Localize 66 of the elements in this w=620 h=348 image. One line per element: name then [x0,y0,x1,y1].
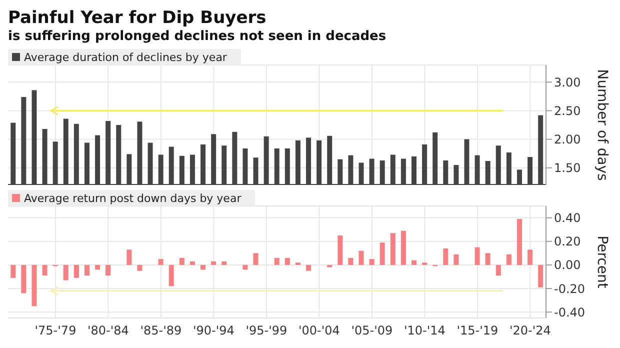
chart-subtitle: is suffering prolonged declines not seen in decades [8,28,388,45]
x-tick-label: '20-'24 [509,324,551,338]
bar [412,260,416,265]
bar [400,230,406,265]
bar [190,261,195,265]
bar [158,259,164,265]
x-tick-label: '15-'19 [456,324,498,338]
y-tick-label: 3.00 [554,75,581,90]
y-axis-title: Number of days [594,69,610,181]
bar [474,247,480,265]
bar [485,253,490,265]
bar [306,264,312,271]
bar [516,218,522,265]
bar [74,264,79,278]
bar [137,264,142,271]
bar [222,261,227,265]
legend-label: Average duration of declines by year [24,51,227,64]
y-tick-label: -0.40 [554,305,586,320]
bar [179,258,184,265]
bar [390,233,396,265]
bar [21,264,26,294]
bar [242,264,248,270]
x-tick-label: '90-'94 [192,324,234,338]
x-tick-label: '80-'84 [87,324,129,338]
bar [168,264,174,286]
y-tick-label: -0.20 [554,282,586,296]
bar [10,264,16,278]
bar [369,259,374,265]
y-axis-title: Percent [594,236,610,289]
bar [253,253,258,265]
bar [338,235,343,265]
x-tick-label: '10-'14 [404,324,446,338]
bar [32,264,37,306]
bar [380,242,385,265]
x-tick-label: '75-'79 [34,324,76,338]
bar [327,264,332,268]
bar [84,264,90,276]
y-tick-label: 2.50 [554,104,581,118]
bar [348,258,354,265]
bar [274,258,280,265]
x-tick-label: '95-'99 [246,324,288,338]
bar [538,264,544,288]
bar [211,261,216,265]
y-tick-label: 1.50 [554,161,581,176]
bar [496,264,501,276]
bar [42,264,48,276]
bar [454,254,459,265]
bar [63,264,68,280]
x-tick-label: '00-'04 [298,324,340,338]
x-tick-label: '85-'89 [140,324,182,338]
x-tick-label: '05-'09 [351,324,393,338]
y-tick-label: 2.00 [554,132,581,147]
y-tick-label: 0.20 [554,234,581,249]
bar [506,254,512,265]
bar [284,258,290,265]
y-tick-label: 0.00 [554,258,581,272]
chart-title: Painful Year for Dip Buyers [8,8,268,28]
bar [358,250,364,265]
bar [126,250,132,265]
legend-label: Average return post down days by year [24,192,242,205]
bar [528,250,533,265]
bar [443,248,448,265]
bar [95,264,100,270]
bar [200,264,206,270]
y-tick-label: 0.40 [554,211,581,226]
bar [106,264,111,276]
